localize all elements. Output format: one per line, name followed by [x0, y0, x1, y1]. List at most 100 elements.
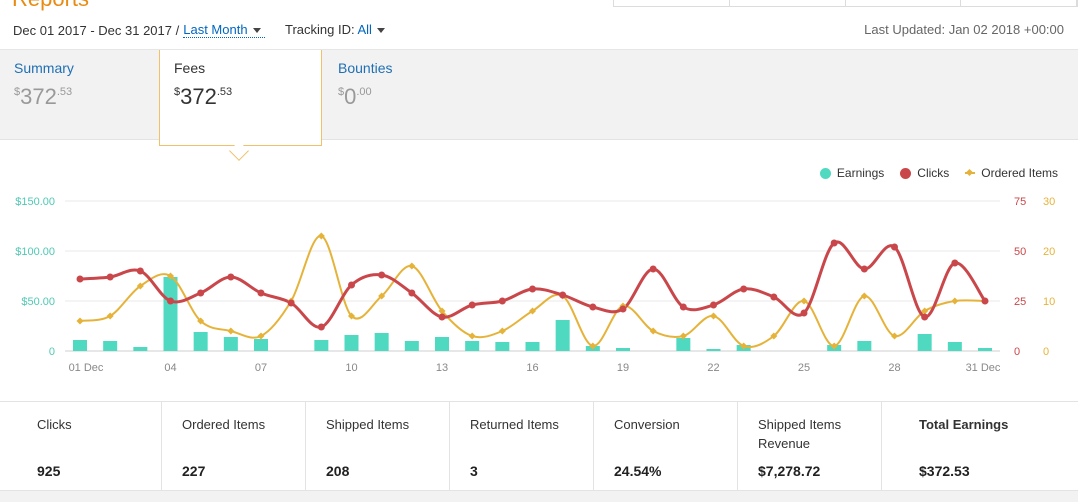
ordered-items-point	[136, 282, 144, 290]
x-tick-label: 25	[798, 362, 810, 374]
earnings-bar	[314, 340, 329, 351]
stats-row: Clicks 925 Ordered Items 227 Shipped Items…	[0, 401, 1078, 491]
ordered-items-point	[347, 312, 356, 320]
clicks-point	[257, 289, 265, 297]
x-tick-label: 01 Dec	[69, 362, 104, 374]
tab-bounties[interactable]: Bounties $0.00	[324, 50, 484, 140]
clicks-point	[800, 309, 808, 317]
earnings-bar	[103, 341, 118, 351]
x-tick-label: 10	[345, 362, 357, 374]
amount-cents: .53	[56, 86, 73, 98]
earnings-bar	[465, 341, 480, 351]
earnings-bar	[706, 349, 721, 351]
stat-value: 925	[37, 463, 61, 479]
stat-value: 3	[470, 463, 478, 479]
ordered-items-point	[860, 292, 868, 300]
tab-fees[interactable]: Fees $372.53	[159, 50, 322, 146]
y-left-tick-label: $150.00	[15, 196, 55, 208]
tab-summary[interactable]: Summary $372.53	[0, 50, 160, 140]
ordered-items-point	[166, 272, 175, 280]
amount-whole: 372	[20, 84, 57, 109]
x-tick-label: 19	[617, 362, 629, 374]
currency-symbol: $	[338, 86, 345, 98]
clicks-point	[589, 303, 597, 311]
earnings-bar	[254, 339, 268, 351]
clicks-point	[740, 285, 748, 293]
earnings-bar	[917, 334, 932, 351]
earnings-bar	[133, 347, 148, 351]
ordered-items-point	[438, 307, 446, 315]
amount-whole: 372	[180, 84, 217, 109]
earnings-bar	[163, 277, 178, 351]
earnings-bar	[525, 342, 540, 351]
clicks-point	[619, 305, 627, 313]
tab-label: Bounties	[338, 60, 393, 76]
stat-returned-items: Returned Items 3	[450, 402, 594, 490]
stat-label: Returned Items	[470, 417, 559, 432]
legend-clicks[interactable]: Clicks	[900, 166, 949, 180]
top-tab[interactable]	[846, 0, 962, 6]
tab-label: Fees	[174, 60, 206, 76]
y-clicks-tick-label: 25	[1014, 296, 1026, 308]
ordered-items-point	[709, 312, 718, 320]
clicks-point	[770, 293, 778, 301]
clicks-point	[136, 267, 144, 275]
top-tab[interactable]	[961, 0, 1077, 6]
tracking-id-select[interactable]: Tracking ID: All	[285, 22, 385, 37]
stat-label: Conversion	[614, 417, 680, 432]
earnings-bar	[857, 341, 872, 351]
stat-value: 208	[326, 463, 350, 479]
legend-earnings[interactable]: Earnings	[819, 166, 884, 180]
ordered-items-point	[378, 292, 386, 300]
clicks-point	[649, 265, 657, 273]
ordered-items-point	[830, 342, 838, 350]
stat-label: Total Earnings	[919, 417, 1009, 432]
clicks-point	[860, 265, 868, 273]
ordered-items-point	[951, 297, 959, 305]
clicks-point	[679, 303, 687, 311]
stat-ordered-items: Ordered Items 227	[162, 402, 306, 490]
stat-value: $372.53	[919, 463, 970, 479]
tab-label: Summary	[14, 60, 74, 76]
earnings-bar	[978, 348, 992, 351]
x-tick-label: 22	[707, 362, 719, 374]
period-select-label: Last Month	[183, 22, 248, 37]
amount-whole: 0	[344, 84, 357, 109]
y-left-tick-label: $50.00	[21, 296, 55, 308]
y-ordered-tick-label: 0	[1043, 346, 1049, 358]
legend-diamond-icon	[965, 172, 976, 174]
tracking-id-value: All	[357, 22, 372, 37]
ordered-items-point	[921, 307, 929, 315]
tab-amount: $372.53	[174, 84, 307, 110]
date-range-text: Dec 01 2017 - Dec 31 2017 /	[13, 22, 180, 38]
period-select[interactable]: Last Month	[183, 22, 265, 38]
last-updated: Last Updated: Jan 02 2018 +00:00	[864, 22, 1064, 37]
ordered-items-point	[317, 232, 325, 240]
clicks-point	[921, 313, 929, 321]
stat-total-earnings: Total Earnings $372.53	[882, 402, 1078, 490]
earnings-bar	[404, 341, 419, 351]
ordered-items-point	[257, 332, 265, 340]
legend-ordered-items[interactable]: Ordered Items	[965, 166, 1058, 180]
top-tab[interactable]	[614, 0, 730, 6]
stat-label: Clicks	[37, 417, 72, 432]
currency-symbol: $	[174, 86, 181, 98]
chevron-down-icon	[376, 28, 385, 34]
earnings-bar	[616, 348, 630, 351]
stat-shipped-items: Shipped Items 208	[306, 402, 450, 490]
chart-plot: $150.00 $100.00 $50.00 0 75 50 25 0 30 20 10 0 01 De…	[15, 196, 1055, 374]
y-clicks-tick-label: 50	[1014, 246, 1026, 258]
stat-label: Ordered Items	[182, 417, 266, 432]
stat-value: $7,278.72	[758, 463, 821, 479]
y-left-tick-label: $100.00	[15, 246, 55, 258]
top-tab[interactable]	[730, 0, 846, 6]
stat-value: 24.54%	[614, 463, 662, 479]
ordered-items-point	[408, 262, 416, 270]
earnings-bar	[555, 320, 570, 351]
clicks-point	[227, 273, 235, 281]
chevron-down-icon	[252, 28, 261, 34]
clicks-point	[167, 297, 174, 305]
clicks-point	[710, 301, 717, 309]
earnings-bar	[676, 338, 691, 351]
clicks-point	[830, 239, 838, 247]
